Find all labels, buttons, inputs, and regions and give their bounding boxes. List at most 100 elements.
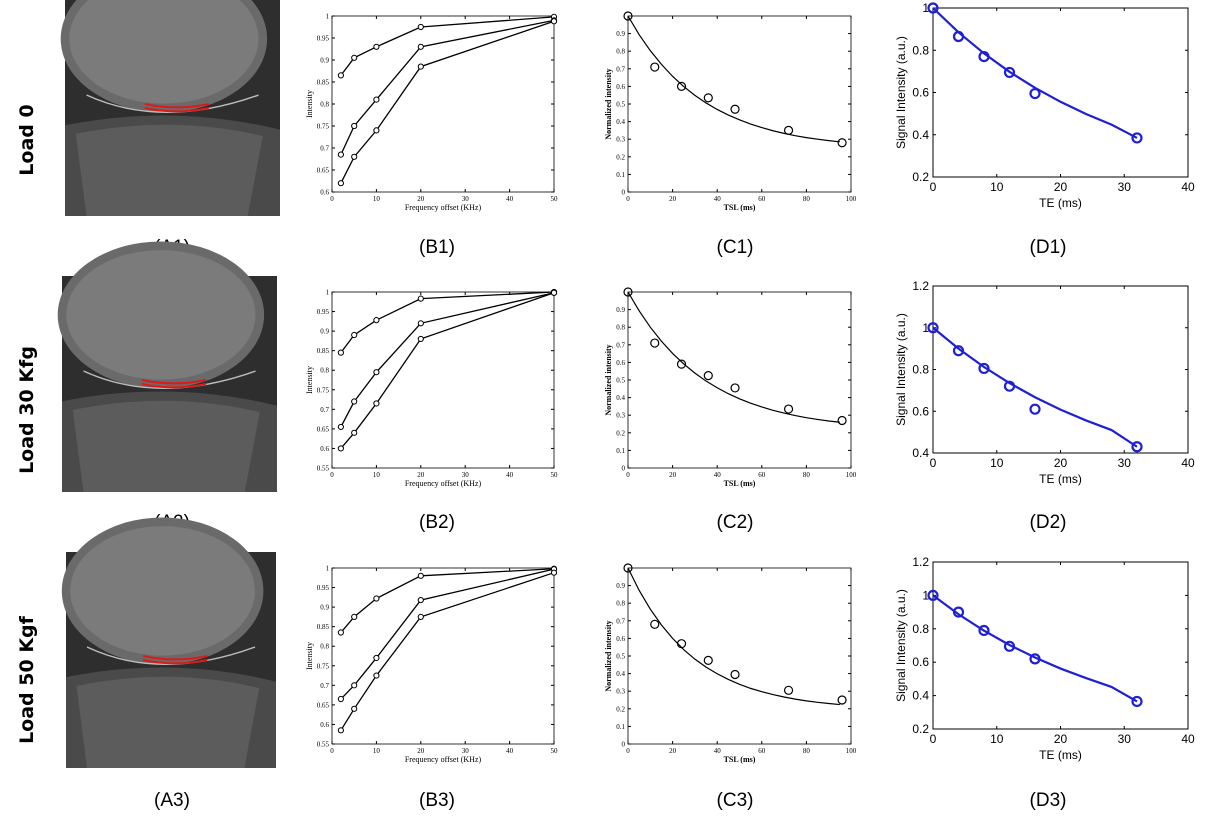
data-point [783,125,794,135]
data-point [730,669,740,680]
y-tick-label: 0.6 [912,655,929,669]
data-point [417,320,424,327]
y-tick-label: 0.4 [912,446,929,460]
y-tick-label: 0.75 [317,662,330,670]
chart-b2: 0 10 20 30 40 50 0.55 0.6 0.65 0.7 0.75 0.8 0.85 0.9 0… [305,289,558,489]
data-point [550,569,558,576]
data-point [703,93,713,103]
plot-area [627,567,852,745]
y-tick-label: 0.6 [320,189,329,197]
data-point [952,30,965,43]
series-line-2 [340,568,555,700]
y-tick-label: 0.5 [616,101,625,109]
y-tick-label: 0.4 [912,128,929,142]
data-point [927,589,939,602]
y-tick-label: 0.75 [317,123,330,131]
caption-a3: (A3) [154,790,190,811]
data-point [351,331,358,339]
row-label-2: Load 30 Kfg [16,346,38,474]
caption-c2: (C2) [717,512,754,533]
fit-curve [627,15,840,143]
x-axis-label: TSL (ms) [724,755,756,764]
data-point [978,624,990,637]
x-tick-label: 80 [803,471,811,479]
series-line-3 [340,20,555,184]
y-axis-label: Signal Intensity (a.u.) [894,36,908,149]
x-tick-label: 40 [506,471,514,479]
chart-c1: 0 20 40 60 80 100 0 0.1 0.2 0.3 0.4 0.5 0.6 0.7 0.8 0.9… [604,11,857,212]
y-axis-label: Normalized intensity [604,620,613,691]
data-point [927,2,939,14]
y-tick-label: 1 [922,588,929,602]
y-tick-label: 0.8 [320,367,329,375]
tibia-marrow [72,400,260,492]
y-tick-label: 0.6 [616,635,625,643]
x-tick-label: 20 [417,471,425,479]
data-point [337,423,344,431]
plot-area [627,291,852,469]
data-point [952,345,965,357]
data-point [417,596,424,604]
y-tick-label: 0.8 [320,101,329,109]
data-point [730,104,740,114]
chart-b3: 0 10 20 30 40 50 0.55 0.6 0.65 0.7 0.75 0.8 0.85 0.9 0… [305,565,558,765]
y-tick-label: 0.9 [616,306,625,314]
x-tick-label: 20 [669,747,677,755]
x-axis-label: TSL (ms) [724,203,756,212]
y-tick-label: 0.7 [320,682,329,690]
x-tick-label: 0 [930,456,937,470]
x-tick-label: 20 [417,195,425,203]
data-point [676,81,687,92]
y-tick-label: 0.8 [320,643,329,651]
y-tick-label: 0.1 [616,723,625,731]
tibia-marrow [76,676,260,768]
x-axis-label: Frequency offset (KHz) [405,203,482,212]
y-tick-label: 0.95 [317,584,330,592]
y-tick-label: 0.9 [616,582,625,590]
row-labels: Load 0 Load 30 Kfg Load 50 Kgf [16,104,38,744]
y-tick-label: 0.2 [616,429,625,437]
data-point [351,429,358,436]
data-point [373,96,380,103]
y-tick-label: 1 [922,321,929,335]
x-tick-label: 20 [1054,180,1068,194]
data-point [337,695,344,703]
y-tick-label: 0.2 [616,705,625,713]
x-tick-label: 10 [373,471,381,479]
x-tick-label: 100 [846,195,857,203]
data-point [1003,640,1016,652]
x-tick-label: 0 [930,732,937,746]
y-tick-label: 0 [622,741,626,749]
data-point [783,404,794,414]
y-tick-label: 0.9 [320,604,329,612]
data-point [1029,87,1041,100]
x-tick-label: 40 [1181,456,1195,470]
data-point [730,383,740,393]
data-point [351,682,358,689]
data-point [1131,132,1143,144]
x-tick-label: 40 [506,195,514,203]
x-tick-label: 60 [758,471,766,479]
roi-outline-top [141,378,207,385]
y-tick-label: 1.2 [912,555,929,569]
data-point [373,672,380,679]
data-point [650,62,660,72]
data-point [952,606,965,618]
y-tick-label: 0.2 [616,153,625,161]
plot-area [331,567,555,745]
y-tick-label: 1.2 [912,279,929,293]
panel-captions: (A1) (B1) (C1) (D1) (A2) (B2) (C2) (D2) … [154,237,1066,811]
x-tick-label: 60 [758,747,766,755]
data-point [337,151,344,158]
knee-mri-image-3 [61,517,276,768]
fit-curve [932,594,1138,703]
y-tick-label: 0.6 [320,445,329,453]
x-axis-label: TE (ms) [1039,196,1082,210]
y-axis-label: Signal Intensity (a.u.) [894,589,908,702]
data-point [623,287,633,297]
data-point [1003,380,1016,392]
y-tick-label: 0.8 [616,600,625,608]
y-tick-label: 0.8 [912,622,929,636]
data-point [550,289,558,296]
x-tick-label: 10 [990,180,1004,194]
